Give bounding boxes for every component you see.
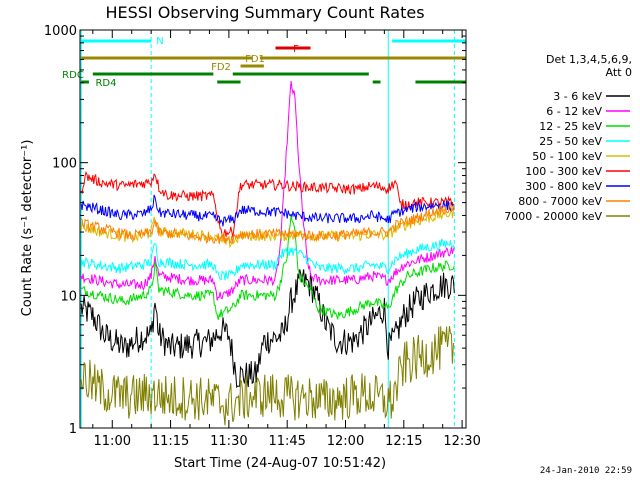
state-bars: N F FD1 FD2 RDC RD4 [62,36,466,89]
state-label-1: F [293,44,299,55]
legend-label-7: 800 - 7000 keV [518,195,602,208]
state-label-4: RDC [62,70,84,81]
series-line-0 [80,269,455,389]
plot-frame [79,29,467,429]
legend-label-1: 6 - 12 keV [546,105,602,118]
series-line-2 [80,215,455,320]
legend-label-0: 3 - 6 keV [553,90,602,103]
x-tick-label-6: 12:30 [443,434,480,449]
x-tick-label-3: 11:45 [268,434,305,449]
series-line-3 [80,238,455,281]
y-tick-label-1: 10 [60,289,77,304]
state-label-2: FD1 [245,54,265,65]
legend-label-6: 300 - 800 keV [525,180,602,193]
chart-title: HESSI Observing Summary Count Rates [105,3,424,22]
series-line-6 [80,194,455,227]
x-tick-label-2: 11:30 [210,434,247,449]
legend-label-4: 50 - 100 keV [532,150,602,163]
x-axis-label: Start Time (24-Aug-07 10:51:42) [174,456,386,471]
y-tick-label-3: 1000 [44,24,77,39]
x-tick-label-1: 11:15 [152,434,189,449]
y-tick-label-2: 100 [52,157,77,172]
state-label-3: FD2 [211,62,231,73]
legend-label-8: 7000 - 20000 keV [504,210,602,223]
legend-header-0: Det 1,3,4,5,6,9, [546,53,632,66]
timestamp: 24-Jan-2010 22:59 [539,466,632,476]
y-axis-label: Count Rate (s⁻¹ detector⁻¹) [20,140,35,317]
state-label-5: RD4 [95,78,116,89]
state-label-0: N [156,36,163,47]
legend-header-1: Att 0 [606,66,632,79]
series-line-7 [80,201,455,244]
legend: Det 1,3,4,5,6,9,Att 0 3 - 6 keV 6 - 12 keV… [504,53,632,223]
series-layer [80,81,455,426]
series-line-1 [80,81,455,301]
x-tick-label-4: 12:00 [327,434,364,449]
legend-label-2: 12 - 25 keV [539,120,602,133]
axes: 11:00 11:15 11:30 11:45 12:00 12:15 12:30 1 10 10… [44,24,481,449]
series-line-8 [80,326,455,426]
series-line-5 [80,170,455,238]
x-tick-label-0: 11:00 [94,434,131,449]
legend-label-3: 25 - 50 keV [539,135,602,148]
legend-label-5: 100 - 300 keV [525,165,602,178]
x-tick-label-5: 12:15 [385,434,422,449]
y-tick-label-0: 1 [69,422,77,437]
